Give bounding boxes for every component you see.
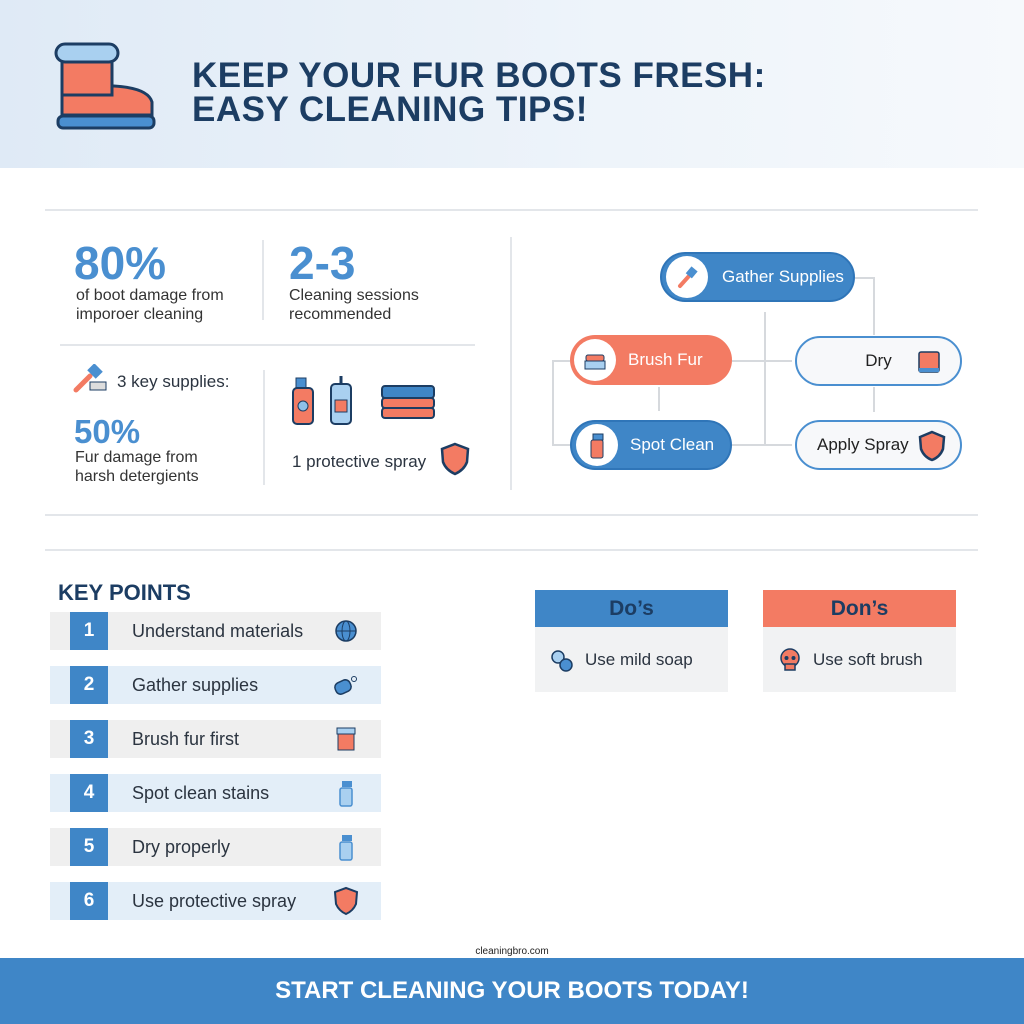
flow-label: Brush Fur xyxy=(628,350,703,369)
flow-brush-fur: Brush Fur xyxy=(570,335,732,385)
soap-icon xyxy=(331,673,361,697)
title-line-2: EASY CLEANING TIPS! xyxy=(192,90,588,129)
key-point-label: Spot clean stains xyxy=(132,782,270,803)
dos-title: Do’s xyxy=(535,590,728,627)
fur-boot-icon xyxy=(54,42,156,130)
paintbrush-icon xyxy=(666,256,708,298)
shield-icon xyxy=(918,430,946,462)
divider xyxy=(45,514,978,516)
connector xyxy=(552,360,570,362)
stat-text-line: recommended xyxy=(289,306,392,323)
divider xyxy=(45,209,978,211)
spray-bottle-icon xyxy=(331,778,361,808)
divider xyxy=(60,344,475,346)
connector xyxy=(855,277,873,279)
connector xyxy=(658,387,660,411)
donts-item: Use soft brush xyxy=(763,627,956,692)
donts-title: Don’s xyxy=(763,590,956,627)
key-point-row: 1 Understand materials xyxy=(50,612,381,650)
flow-gather-supplies: Gather Supplies xyxy=(660,252,855,302)
key-point-number: 3 xyxy=(70,720,108,758)
key-point-label: Brush fur first xyxy=(132,728,240,749)
stat-text-line: imporoer cleaning xyxy=(76,306,204,323)
divider xyxy=(510,237,512,490)
towel-icon xyxy=(918,351,940,373)
flow-apply-spray: Apply Spray xyxy=(795,420,962,470)
shield-icon xyxy=(440,442,470,476)
globe-icon xyxy=(331,618,361,644)
brush-icon xyxy=(73,364,107,393)
key-point-row: 5 Dry properly xyxy=(50,828,381,866)
connector xyxy=(732,444,792,446)
flow-label: Dry xyxy=(865,351,892,370)
donts-item-label: Use soft brush xyxy=(813,649,923,669)
shield-icon xyxy=(331,886,361,916)
flow-label: Spot Clean xyxy=(630,435,715,454)
stat-50-text: Fur damage from harsh detergients xyxy=(75,448,199,486)
spray-bottle-icon xyxy=(331,832,361,862)
key-point-row: 3 Brush fur first xyxy=(50,720,381,758)
key-point-label: Use protective spray xyxy=(132,890,297,911)
stat-sessions-text: Cleaning sessions recommended xyxy=(289,286,419,324)
stat-text-line: Fur damage from xyxy=(75,449,198,466)
key-point-label: Dry properly xyxy=(132,836,231,857)
stat-text-line: of boot damage from xyxy=(76,287,224,304)
bubbles-icon xyxy=(551,649,573,672)
flow-dry: Dry xyxy=(795,336,962,386)
divider xyxy=(45,549,978,551)
cta-banner: START CLEANING YOUR BOOTS TODAY! xyxy=(0,958,1024,1024)
watermark: cleaningbro.com xyxy=(475,946,549,957)
spray-label: 1 protective spray xyxy=(292,452,427,471)
title-line-1: KEEP YOUR FUR BOOTS FRESH: xyxy=(192,56,766,95)
stat-80-value: 80% xyxy=(74,237,167,289)
key-points-title: KEY POINTS xyxy=(58,580,191,605)
key-point-number: 1 xyxy=(70,612,108,650)
header-banner xyxy=(0,0,1024,168)
connector xyxy=(873,277,875,335)
connector xyxy=(732,360,792,362)
key-point-label: Understand materials xyxy=(132,620,304,641)
key-point-number: 5 xyxy=(70,828,108,866)
spray-bottle-icon xyxy=(576,424,618,466)
key-point-label: Gather supplies xyxy=(132,674,259,695)
dos-item-label: Use mild soap xyxy=(585,649,693,669)
connector xyxy=(873,387,875,412)
dos-item: Use mild soap xyxy=(535,627,728,692)
scrub-brush-icon xyxy=(574,339,616,381)
key-point-number: 6 xyxy=(70,882,108,920)
donts-card: Don’s Use soft brush xyxy=(763,590,956,692)
supplies-label: 3 key supplies: xyxy=(117,372,230,391)
dos-card: Do’s Use mild soap xyxy=(535,590,728,692)
flow-spot-clean: Spot Clean xyxy=(570,420,732,470)
connector xyxy=(552,444,570,446)
flow-label: Gather Supplies xyxy=(722,267,844,286)
divider xyxy=(262,240,264,320)
connector xyxy=(552,360,554,444)
key-point-row: 6 Use protective spray xyxy=(50,882,381,920)
key-point-number: 4 xyxy=(70,774,108,812)
skull-icon xyxy=(780,647,800,671)
stat-sessions-value: 2-3 xyxy=(289,237,356,289)
supplies-bottles-towels-icon xyxy=(292,376,435,425)
key-point-number: 2 xyxy=(70,666,108,704)
stat-text-line: harsh detergients xyxy=(75,468,199,485)
stat-50-value: 50% xyxy=(74,413,141,450)
divider xyxy=(263,370,265,485)
stat-80-text: of boot damage from imporoer cleaning xyxy=(76,286,224,324)
key-point-row: 2 Gather supplies xyxy=(50,666,381,704)
key-point-row: 4 Spot clean stains xyxy=(50,774,381,812)
flow-label: Apply Spray xyxy=(817,435,909,454)
boot-icon xyxy=(331,725,361,753)
stat-text-line: Cleaning sessions xyxy=(289,287,419,304)
connector xyxy=(764,312,766,444)
